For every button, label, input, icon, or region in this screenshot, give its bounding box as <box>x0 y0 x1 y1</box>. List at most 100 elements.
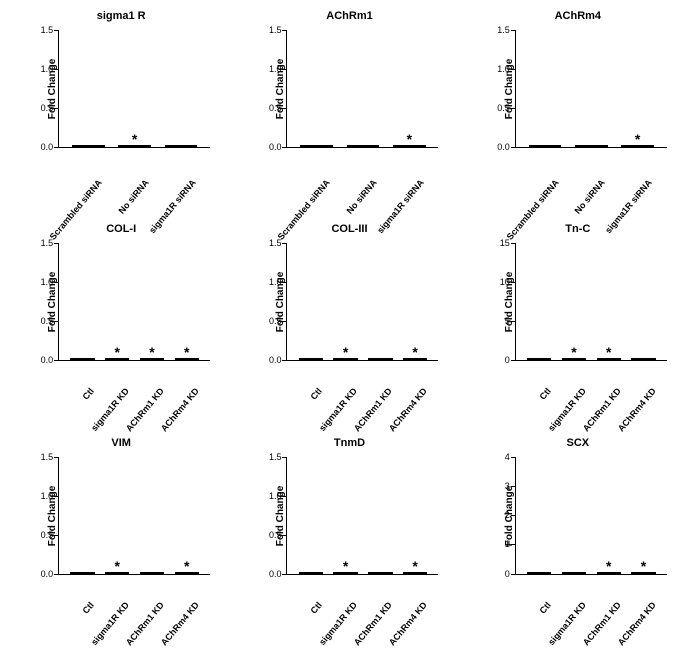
chart-title: COL-III <box>331 223 367 235</box>
bar-group <box>363 358 398 360</box>
x-tick-label: Ctl <box>304 585 326 612</box>
significance-star: * <box>184 559 189 573</box>
significance-star: * <box>412 345 417 359</box>
x-tick-label: Ctl <box>76 585 98 612</box>
y-tick-label: 0.5 <box>41 103 60 113</box>
x-tick-label: Scrambled siRNA <box>80 158 110 194</box>
bar: * <box>562 358 586 360</box>
bars-container: *** <box>59 243 210 360</box>
x-tick-label: AChRm4 KD <box>637 372 659 399</box>
chart-panel: SCXFold Change01234**Ctlsigma1R KDAChRm1… <box>467 437 689 642</box>
y-tick-label: 0.0 <box>497 142 516 152</box>
significance-star: * <box>132 132 137 146</box>
bar-group <box>293 145 339 147</box>
axes: 0.00.51.01.5** <box>58 457 210 575</box>
y-tick-label: 2 <box>505 510 516 520</box>
y-tick-label: 0.0 <box>269 569 288 579</box>
chart-panel: AChRm4Fold Change0.00.51.01.5*Scrambled … <box>467 10 689 215</box>
significance-star: * <box>115 345 120 359</box>
y-tick-label: 0.0 <box>269 142 288 152</box>
bar-group: * <box>135 358 170 360</box>
x-tick-label: AChRm1 KD <box>146 585 168 612</box>
y-tick-label: 1.0 <box>497 64 516 74</box>
x-tick-label: Ctl <box>304 372 326 399</box>
chart-panel: COL-IIIFold Change0.00.51.01.5**Ctlsigma… <box>238 223 460 428</box>
y-tick-label: 1.5 <box>41 238 60 248</box>
bars-container: ** <box>516 457 667 574</box>
bar <box>299 358 323 360</box>
y-tick-label: 1.0 <box>269 277 288 287</box>
x-tick-label: AChRm4 KD <box>637 585 659 612</box>
bar-group: * <box>398 358 433 360</box>
significance-star: * <box>149 345 154 359</box>
y-tick-label: 0.0 <box>269 355 288 365</box>
axes: 0.00.51.01.5*** <box>58 243 210 361</box>
plot-area: Fold Change0.00.51.01.5**Ctlsigma1R KDAC… <box>254 451 444 581</box>
bar <box>562 572 586 574</box>
x-tick-label: sigma1R KD <box>339 585 361 612</box>
plot-area: Fold Change0.00.51.01.5**Ctlsigma1R KDAC… <box>26 451 216 581</box>
bar: * <box>403 358 427 360</box>
x-tick-label: AChRm4 KD <box>409 585 431 612</box>
axes: 0.00.51.01.5** <box>286 457 438 575</box>
bar-group <box>522 358 557 360</box>
bar-group: * <box>100 358 135 360</box>
chart-title: TnmD <box>334 437 365 449</box>
x-tick-label: Scrambled siRNA <box>308 158 338 194</box>
bar-group <box>65 358 100 360</box>
bar <box>70 572 94 574</box>
bars-container: ** <box>287 457 438 574</box>
bar <box>140 572 164 574</box>
x-tick-label: AChRm1 KD <box>602 372 624 399</box>
axes: 0.00.51.01.5* <box>58 30 210 148</box>
bar-group <box>568 145 614 147</box>
bar <box>527 358 551 360</box>
chart-panel: TnmDFold Change0.00.51.01.5**Ctlsigma1R … <box>238 437 460 642</box>
bar-group <box>522 572 557 574</box>
bar <box>368 572 392 574</box>
y-tick-label: 10 <box>500 277 516 287</box>
bars-container: * <box>59 30 210 147</box>
axes: 0.00.51.01.5** <box>286 243 438 361</box>
bar <box>72 145 104 147</box>
x-tick-label: No siRNA <box>355 158 385 194</box>
y-tick-label: 0 <box>505 569 516 579</box>
y-tick-label: 4 <box>505 452 516 462</box>
bar: * <box>175 358 199 360</box>
bar-group: * <box>614 145 660 147</box>
chart-panel: Tn-CFold Change051015**Ctlsigma1R KDAChR… <box>467 223 689 428</box>
bar <box>527 572 551 574</box>
x-tick-label: sigma1R KD <box>111 585 133 612</box>
y-tick-label: 0.5 <box>497 103 516 113</box>
bar-group: * <box>398 572 433 574</box>
bar: * <box>597 572 621 574</box>
bar: * <box>105 358 129 360</box>
bar <box>575 145 607 147</box>
bar-group <box>363 572 398 574</box>
bar: * <box>631 572 655 574</box>
bar-group <box>557 572 592 574</box>
chart-panel: COL-IFold Change0.00.51.01.5***Ctlsigma1… <box>10 223 232 428</box>
bar: * <box>403 572 427 574</box>
chart-title: sigma1 R <box>97 10 146 22</box>
axes: 01234** <box>515 457 667 575</box>
x-tick-label: sigma1R KD <box>111 372 133 399</box>
significance-star: * <box>635 132 640 146</box>
chart-panel: sigma1 RFold Change0.00.51.01.5*Scramble… <box>10 10 232 215</box>
chart-title: VIM <box>111 437 131 449</box>
x-tick-label: Ctl <box>76 372 98 399</box>
y-tick-label: 0.5 <box>269 530 288 540</box>
chart-panel: AChRm1Fold Change0.00.51.01.5*Scrambled … <box>238 10 460 215</box>
x-tick-label: AChRm1 KD <box>374 585 396 612</box>
bar-group: * <box>626 572 661 574</box>
bar-group: * <box>386 145 432 147</box>
bar-group: * <box>591 358 626 360</box>
y-tick-label: 1.0 <box>41 64 60 74</box>
chart-panel: VIMFold Change0.00.51.01.5**Ctlsigma1R K… <box>10 437 232 642</box>
bar <box>70 358 94 360</box>
bars-container: ** <box>59 457 210 574</box>
bar-group <box>522 145 568 147</box>
y-tick-label: 1.5 <box>41 452 60 462</box>
plot-area: Fold Change0.00.51.01.5*Scrambled siRNAN… <box>254 24 444 154</box>
y-tick-label: 1.5 <box>269 452 288 462</box>
